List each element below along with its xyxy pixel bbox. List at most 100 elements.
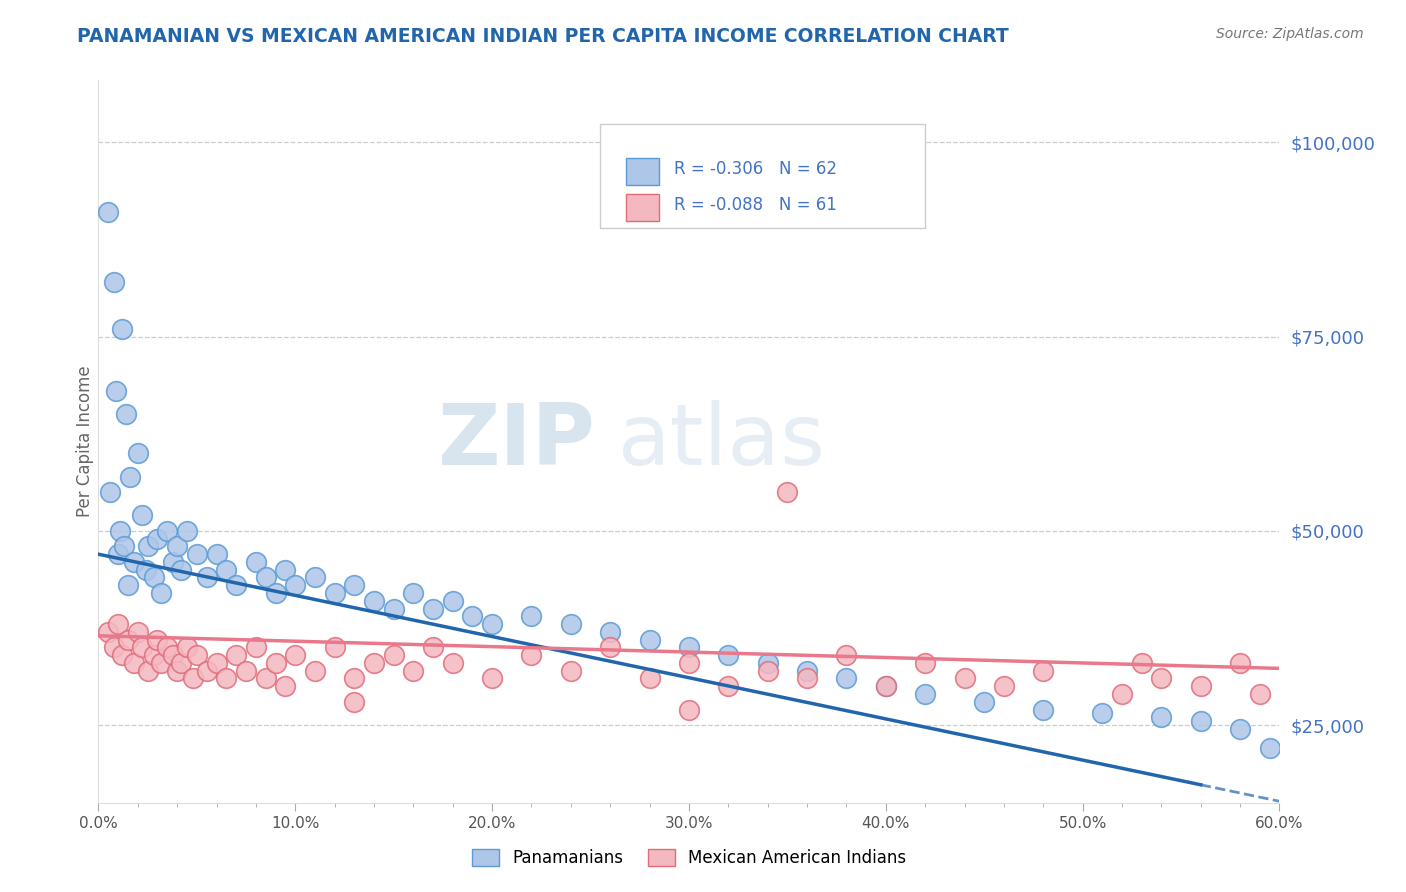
Point — [1130, 656, 1153, 670]
Point — [993, 679, 1015, 693]
Point — [115, 408, 138, 422]
Point — [284, 648, 307, 663]
Point — [304, 570, 326, 584]
Point — [1189, 679, 1212, 693]
Point — [1111, 687, 1133, 701]
Point — [245, 640, 267, 655]
Point — [97, 624, 120, 639]
Point — [1032, 664, 1054, 678]
Point — [215, 563, 238, 577]
Point — [264, 586, 287, 600]
Point — [914, 656, 936, 670]
Point — [127, 446, 149, 460]
Point — [142, 648, 165, 663]
Point — [170, 563, 193, 577]
Point — [402, 664, 425, 678]
Point — [254, 672, 277, 686]
Point — [520, 609, 543, 624]
Point — [122, 656, 145, 670]
Point — [186, 648, 208, 663]
Point — [150, 586, 173, 600]
Point — [1229, 722, 1251, 736]
Point — [111, 648, 134, 663]
Point — [176, 524, 198, 538]
Point — [382, 648, 405, 663]
Point — [1150, 710, 1173, 724]
Point — [835, 648, 858, 663]
Point — [225, 648, 247, 663]
Point — [638, 672, 661, 686]
Point — [461, 609, 484, 624]
Point — [254, 570, 277, 584]
Point — [146, 532, 169, 546]
Point — [343, 695, 366, 709]
Point — [131, 640, 153, 655]
Point — [131, 508, 153, 523]
Point — [117, 578, 139, 592]
Point — [235, 664, 257, 678]
Point — [264, 656, 287, 670]
Point — [343, 578, 366, 592]
Point — [323, 640, 346, 655]
Point — [156, 640, 179, 655]
Point — [756, 656, 779, 670]
Point — [162, 555, 184, 569]
Point — [1150, 672, 1173, 686]
Bar — [626, 158, 659, 186]
Point — [1189, 714, 1212, 729]
Point — [112, 540, 135, 554]
Point — [107, 547, 129, 561]
Point — [481, 617, 503, 632]
Point — [776, 485, 799, 500]
Point — [875, 679, 897, 693]
Point — [599, 624, 621, 639]
Point — [274, 679, 297, 693]
Text: R = -0.306   N = 62: R = -0.306 N = 62 — [673, 160, 837, 178]
Point — [560, 664, 582, 678]
Point — [284, 578, 307, 592]
Point — [304, 664, 326, 678]
Text: PANAMANIAN VS MEXICAN AMERICAN INDIAN PER CAPITA INCOME CORRELATION CHART: PANAMANIAN VS MEXICAN AMERICAN INDIAN PE… — [77, 27, 1010, 45]
Point — [166, 664, 188, 678]
Text: Source: ZipAtlas.com: Source: ZipAtlas.com — [1216, 27, 1364, 41]
Point — [678, 640, 700, 655]
Point — [323, 586, 346, 600]
Point — [520, 648, 543, 663]
Point — [225, 578, 247, 592]
Point — [678, 656, 700, 670]
Point — [422, 601, 444, 615]
Point — [136, 540, 159, 554]
Point — [195, 570, 218, 584]
Point — [422, 640, 444, 655]
Point — [150, 656, 173, 670]
Point — [127, 624, 149, 639]
Point — [205, 656, 228, 670]
Point — [186, 547, 208, 561]
Point — [875, 679, 897, 693]
Text: atlas: atlas — [619, 400, 827, 483]
Point — [118, 469, 141, 483]
Point — [245, 555, 267, 569]
Point — [717, 648, 740, 663]
Point — [914, 687, 936, 701]
Point — [1032, 702, 1054, 716]
Point — [170, 656, 193, 670]
FancyBboxPatch shape — [600, 124, 925, 228]
Point — [1258, 741, 1281, 756]
Point — [560, 617, 582, 632]
Point — [678, 702, 700, 716]
Point — [103, 640, 125, 655]
Y-axis label: Per Capita Income: Per Capita Income — [76, 366, 94, 517]
Point — [382, 601, 405, 615]
Text: ZIP: ZIP — [437, 400, 595, 483]
Point — [363, 656, 385, 670]
Point — [796, 664, 818, 678]
Point — [111, 322, 134, 336]
Point — [176, 640, 198, 655]
Point — [343, 672, 366, 686]
Point — [215, 672, 238, 686]
Point — [156, 524, 179, 538]
Point — [166, 540, 188, 554]
Point — [441, 656, 464, 670]
Point — [105, 384, 128, 398]
